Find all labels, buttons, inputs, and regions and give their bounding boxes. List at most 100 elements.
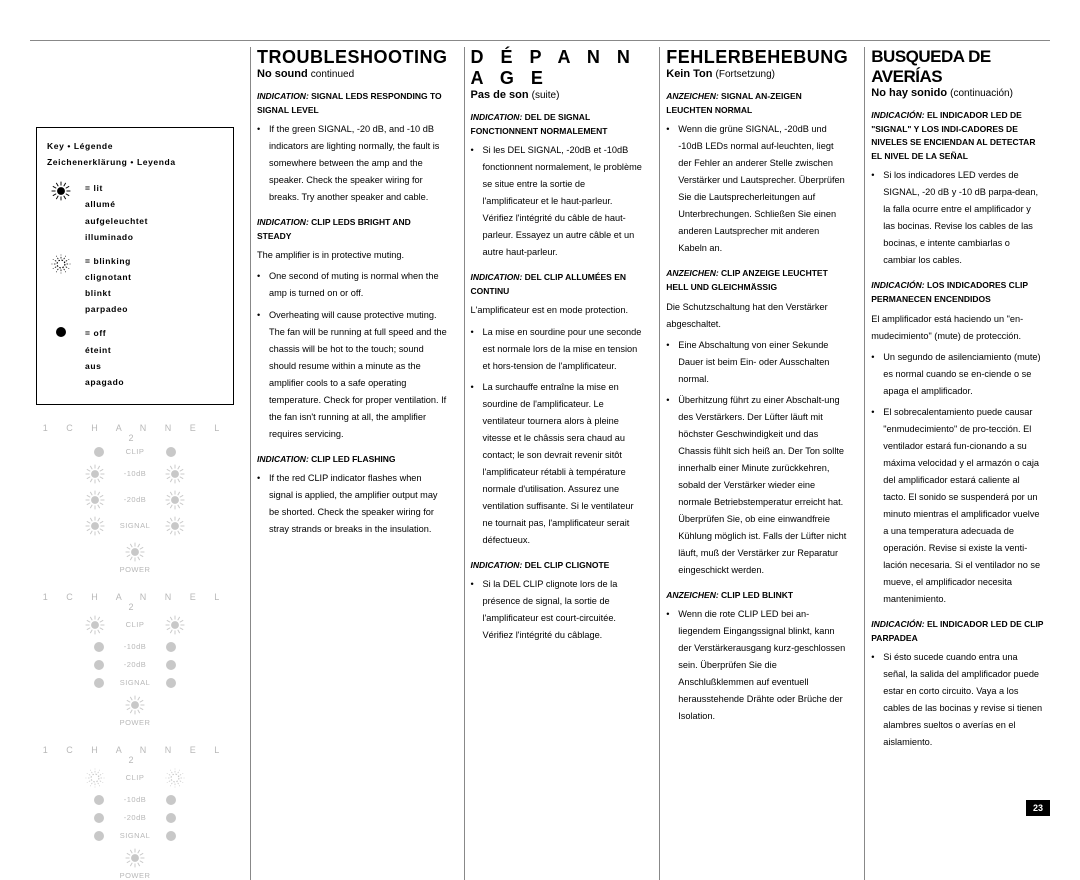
led-right-icon — [164, 515, 186, 537]
led-name: POWER — [112, 541, 158, 574]
indication-heading: ANZEICHEN: SIGNAL AN-ZEIGEN LEUCHTEN NOR… — [666, 90, 848, 117]
indication-heading: ANZEICHEN: CLIP ANZEIGE LEUCHTET HELL UN… — [666, 267, 848, 294]
intro-text: L'amplificateur est en mode protection. — [471, 302, 644, 319]
bullet-text: Overheating will cause protective muting… — [269, 307, 448, 443]
columns: Key • LégendeZeichenerklärung • Leyenda … — [30, 47, 1050, 880]
led-blink-icon — [47, 253, 75, 275]
bullet-text: El sobrecalentamiento puede causar "enmu… — [883, 404, 1044, 608]
led-name: -10dB — [112, 642, 158, 651]
led-left-icon — [92, 829, 106, 843]
col-en: TROUBLESHOOTING No sound continuedINDICA… — [250, 47, 454, 880]
intro-text: The amplifier is in protective muting. — [257, 247, 448, 264]
bullet: •Overheating will cause protective mutin… — [257, 307, 448, 443]
led-name: SIGNAL — [112, 521, 158, 530]
led-left-icon — [92, 445, 106, 459]
led-left-icon — [92, 640, 106, 654]
bullet: •La mise en sourdine pour une seconde es… — [471, 324, 644, 375]
bullet: •Si los indicadores LED verdes de SIGNAL… — [871, 167, 1044, 269]
bullet: •If the red CLIP indicator flashes when … — [257, 470, 448, 538]
section-title: FEHLERBEHEBUNG — [666, 47, 848, 68]
bullet-text: Un segundo de asilenciamiento (mute) es … — [883, 349, 1044, 400]
led-name: SIGNAL — [112, 831, 158, 840]
led-right-icon — [164, 463, 186, 485]
led-right-icon — [164, 829, 178, 843]
led-off-icon — [47, 325, 75, 339]
led-row: CLIP — [92, 445, 178, 459]
bullet: •La surchauffe entraîne la mise en sourd… — [471, 379, 644, 549]
bullet: •Eine Abschaltung von einer Sekunde Daue… — [666, 337, 848, 388]
led-name: -20dB — [112, 660, 158, 669]
bullet: •Wenn die rote CLIP LED bei an-liegendem… — [666, 606, 848, 725]
bullet: •Überhitzung führt zu einer Abschalt-ung… — [666, 392, 848, 579]
section-subtitle: Kein Ton (Fortsetzung) — [666, 68, 848, 80]
led-name: CLIP — [112, 773, 158, 782]
led-panel: CLIP -10dB -20dB SIGNAL POWER — [36, 767, 234, 880]
led-right-icon — [164, 658, 178, 672]
led-row: -20dB — [92, 658, 178, 672]
led-right-icon — [164, 489, 186, 511]
channel-label: 1 C H A N N E L 2 — [36, 745, 234, 765]
section-title: D É P A N N A G E — [471, 47, 644, 89]
led-name: CLIP — [112, 447, 158, 456]
led-name: -20dB — [112, 813, 158, 822]
legend-box: Key • LégendeZeichenerklärung • Leyenda … — [36, 127, 234, 405]
indication-heading: INDICACIÓN: EL INDICADOR LED DE "SIGNAL"… — [871, 109, 1044, 163]
channel-label: 1 C H A N N E L 2 — [36, 592, 234, 612]
legend-labels: = litalluméaufgeleuchtetilluminado — [85, 180, 223, 245]
bullet: •Wenn die grüne SIGNAL, -20dB und -10dB … — [666, 121, 848, 257]
legend-labels: = offéteintausapagado — [85, 325, 223, 390]
led-left-icon — [84, 463, 106, 485]
col-es: BUSQUEDA DE AVERÍAS No hay sonido (conti… — [864, 47, 1050, 880]
bullet: •Si la DEL CLIP clignote lors de la prés… — [471, 576, 644, 644]
legend-title: Key • LégendeZeichenerklärung • Leyenda — [47, 138, 223, 170]
sidebar: Key • LégendeZeichenerklärung • Leyenda … — [30, 47, 240, 880]
led-panel: CLIP -10dB -20dB SIGNAL — [36, 445, 234, 574]
led-row: SIGNAL — [84, 515, 186, 537]
bullet-text: If the green SIGNAL, -20 dB, and -10 dB … — [269, 121, 448, 206]
led-name: POWER — [112, 847, 158, 880]
led-name: POWER — [112, 694, 158, 727]
bullet-text: Eine Abschaltung von einer Sekunde Dauer… — [678, 337, 848, 388]
led-row: POWER — [84, 694, 186, 727]
led-left-icon — [84, 515, 106, 537]
bullet: •If the green SIGNAL, -20 dB, and -10 dB… — [257, 121, 448, 206]
led-row: -20dB — [92, 811, 178, 825]
led-right-icon — [164, 445, 178, 459]
led-row: SIGNAL — [92, 829, 178, 843]
col-de: FEHLERBEHEBUNG Kein Ton (Fortsetzung) ANZ… — [659, 47, 854, 880]
bullet-text: If the red CLIP indicator flashes when s… — [269, 470, 448, 538]
bullet: •Un segundo de asilenciamiento (mute) es… — [871, 349, 1044, 400]
col-fr: D É P A N N A G E Pas de son (suite)INDI… — [464, 47, 650, 880]
led-name: CLIP — [112, 620, 158, 629]
led-left-icon — [84, 614, 106, 636]
intro-text: Die Schutzschaltung hat den Verstärker a… — [666, 299, 848, 333]
legend-labels: = blinkingclignotantblinktparpadeo — [85, 253, 223, 318]
bullet-text: La mise en sourdine pour une seconde est… — [483, 324, 644, 375]
led-lit-icon — [47, 180, 75, 202]
channel-label: 1 C H A N N E L 2 — [36, 423, 234, 443]
bullet-text: Si la DEL CLIP clignote lors de la prése… — [483, 576, 644, 644]
bullet-text: Si los indicadores LED verdes de SIGNAL,… — [883, 167, 1044, 269]
led-name: SIGNAL — [112, 678, 158, 687]
rule-top — [30, 40, 1050, 41]
led-left-icon — [84, 489, 106, 511]
led-left-icon — [92, 658, 106, 672]
led-row: SIGNAL — [92, 676, 178, 690]
led-row: CLIP — [84, 614, 186, 636]
led-right-icon — [164, 767, 186, 789]
led-name: -10dB — [112, 795, 158, 804]
indication-heading: INDICATION: CLIP LED FLASHING — [257, 453, 448, 467]
section-title: BUSQUEDA DE AVERÍAS — [871, 47, 1044, 87]
section-subtitle: No hay sonido (continuación) — [871, 87, 1044, 99]
bullet-text: One second of muting is normal when the … — [269, 268, 448, 302]
bullet-text: Überhitzung führt zu einer Abschalt-ung … — [678, 392, 848, 579]
bullet: •El sobrecalentamiento puede causar "enm… — [871, 404, 1044, 608]
bullet: •Si ésto sucede cuando entra una señal, … — [871, 649, 1044, 751]
led-left-icon — [92, 676, 106, 690]
legend-row: = blinkingclignotantblinktparpadeo — [47, 253, 223, 318]
led-name: -20dB — [112, 495, 158, 504]
bullet-text: La surchauffe entraîne la mise en sourdi… — [483, 379, 644, 549]
intro-text: El amplificador está haciendo un "en-mud… — [871, 311, 1044, 345]
led-name: -10dB — [112, 469, 158, 478]
led-row: CLIP — [84, 767, 186, 789]
